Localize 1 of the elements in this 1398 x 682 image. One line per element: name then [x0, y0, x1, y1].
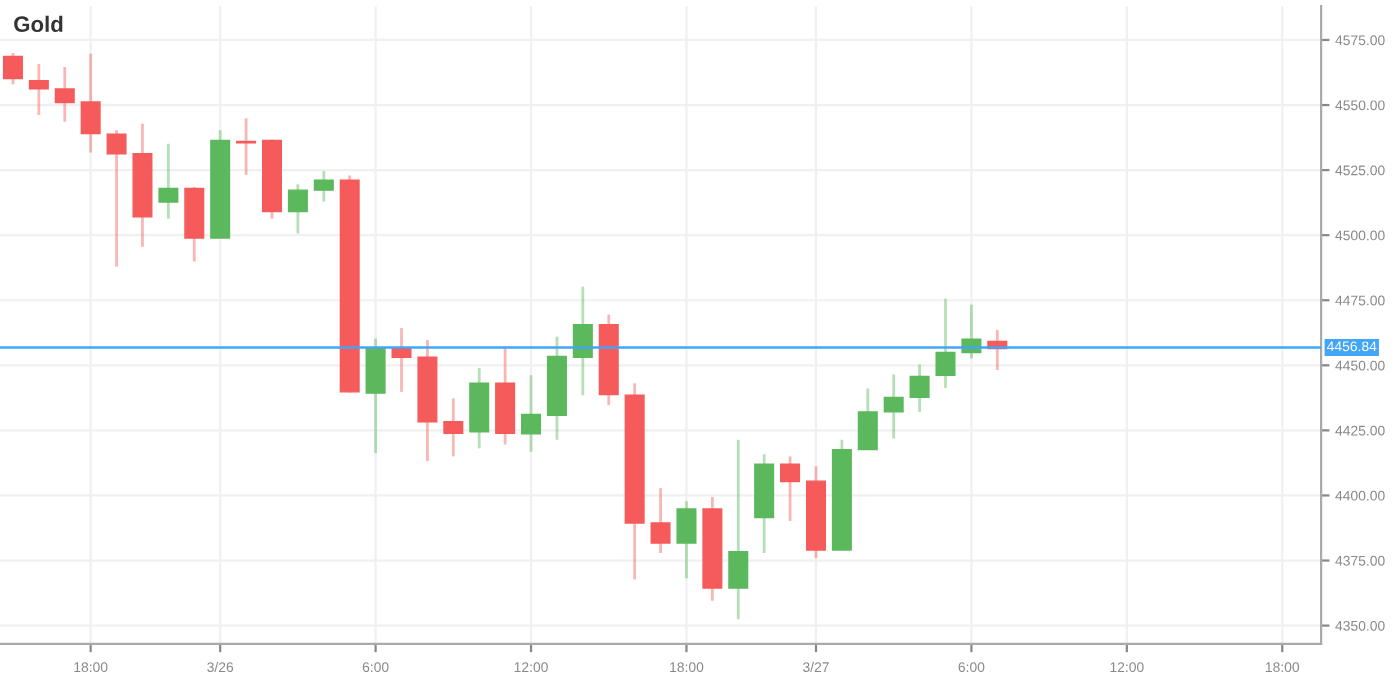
- chart-title: Gold: [14, 15, 63, 33]
